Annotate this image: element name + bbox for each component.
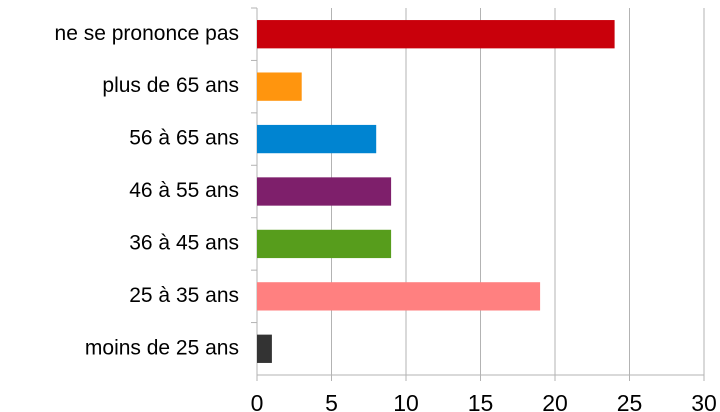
y-tick-label: 36 à 45 ans	[129, 231, 239, 254]
y-tick-label: 25 à 35 ans	[129, 284, 239, 307]
y-tick-label: moins de 25 ans	[85, 336, 239, 359]
y-tick-label: plus de 65 ans	[102, 74, 239, 97]
x-tick-label: 0	[251, 390, 264, 412]
x-tick-label: 30	[691, 390, 717, 412]
bar	[257, 177, 392, 206]
x-tick-label: 10	[393, 390, 419, 412]
bar	[257, 334, 272, 363]
bar	[257, 124, 377, 154]
y-tick-label: ne se prononce pas	[55, 22, 239, 45]
x-tick-label: 5	[325, 390, 338, 412]
y-tick-label: 56 à 65 ans	[129, 127, 239, 150]
bar	[257, 282, 541, 311]
x-tick-label: 15	[468, 390, 494, 412]
bar	[257, 20, 615, 49]
x-tick-label: 25	[617, 390, 643, 412]
bar	[257, 72, 302, 101]
y-tick-label: 46 à 55 ans	[129, 179, 239, 202]
bar	[257, 229, 392, 259]
x-tick-label: 20	[542, 390, 568, 412]
